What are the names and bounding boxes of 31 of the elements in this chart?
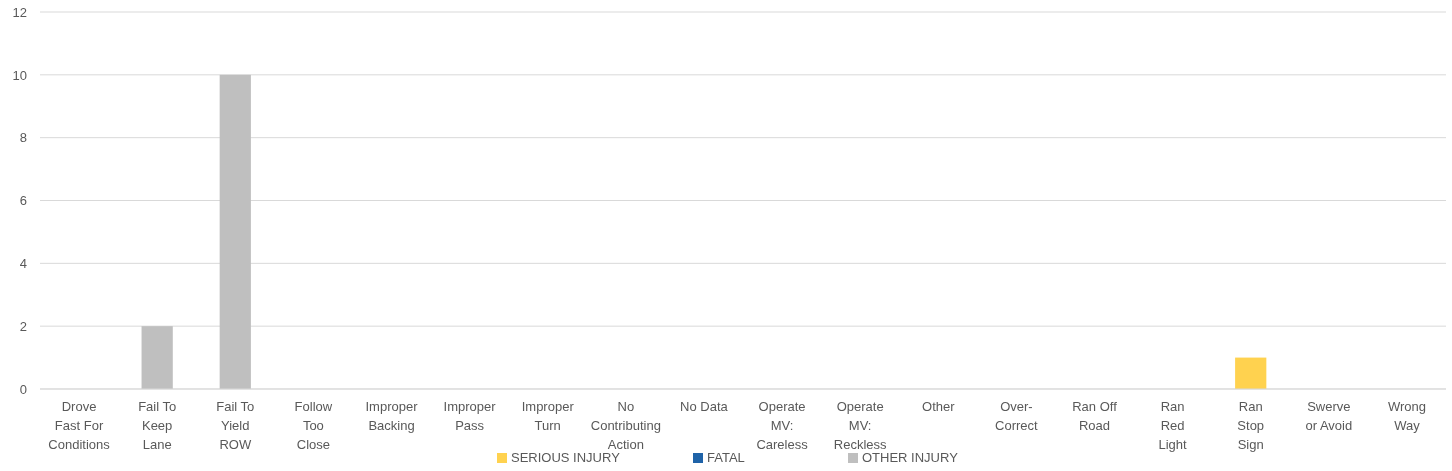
x-tick-label: Ran Off Road: [1072, 399, 1118, 433]
bar: [1235, 357, 1267, 389]
x-tick-label: Wrong Way: [1387, 399, 1426, 433]
y-tick-label: 8: [19, 130, 27, 146]
y-tick-label: 2: [19, 318, 27, 334]
x-tick-label: Improper Backing: [365, 399, 419, 433]
x-tick-label: Ran Stop Sign: [1237, 399, 1265, 452]
x-tick-label: Follow Too Close: [294, 399, 333, 452]
legend-label: SERIOUS INJURY: [511, 450, 621, 465]
x-tick-label: No Contributing Action: [590, 399, 661, 452]
x-tick-label: Operate MV: Reckless: [833, 399, 888, 452]
x-tick-label: Swerve or Avoid: [1305, 399, 1353, 433]
y-tick-label: 10: [12, 67, 27, 83]
y-tick-label: 6: [19, 193, 27, 209]
x-tick-label: Drove Fast For Conditions: [48, 399, 111, 452]
x-tick-label: Fail To Yield ROW: [216, 399, 255, 452]
x-tick-label: Improper Turn: [521, 399, 575, 433]
x-tick-label: Ran Red Light: [1158, 399, 1188, 452]
x-tick-label: Improper Pass: [443, 399, 497, 433]
x-tick-label: No Data: [680, 399, 729, 414]
x-tick-label: Fail To Keep Lane: [138, 399, 177, 452]
x-tick-label: Over-Correct: [995, 399, 1039, 433]
bar: [219, 74, 251, 389]
bar: [141, 326, 173, 389]
y-tick-label: 0: [19, 381, 27, 397]
y-tick-label: 4: [19, 255, 27, 271]
legend-label: FATAL: [707, 450, 745, 465]
x-tick-label: Operate MV: Careless: [756, 399, 809, 452]
y-tick-label: 12: [12, 4, 27, 20]
x-tick-label: Other: [922, 399, 956, 414]
legend-label: OTHER INJURY: [862, 450, 959, 465]
